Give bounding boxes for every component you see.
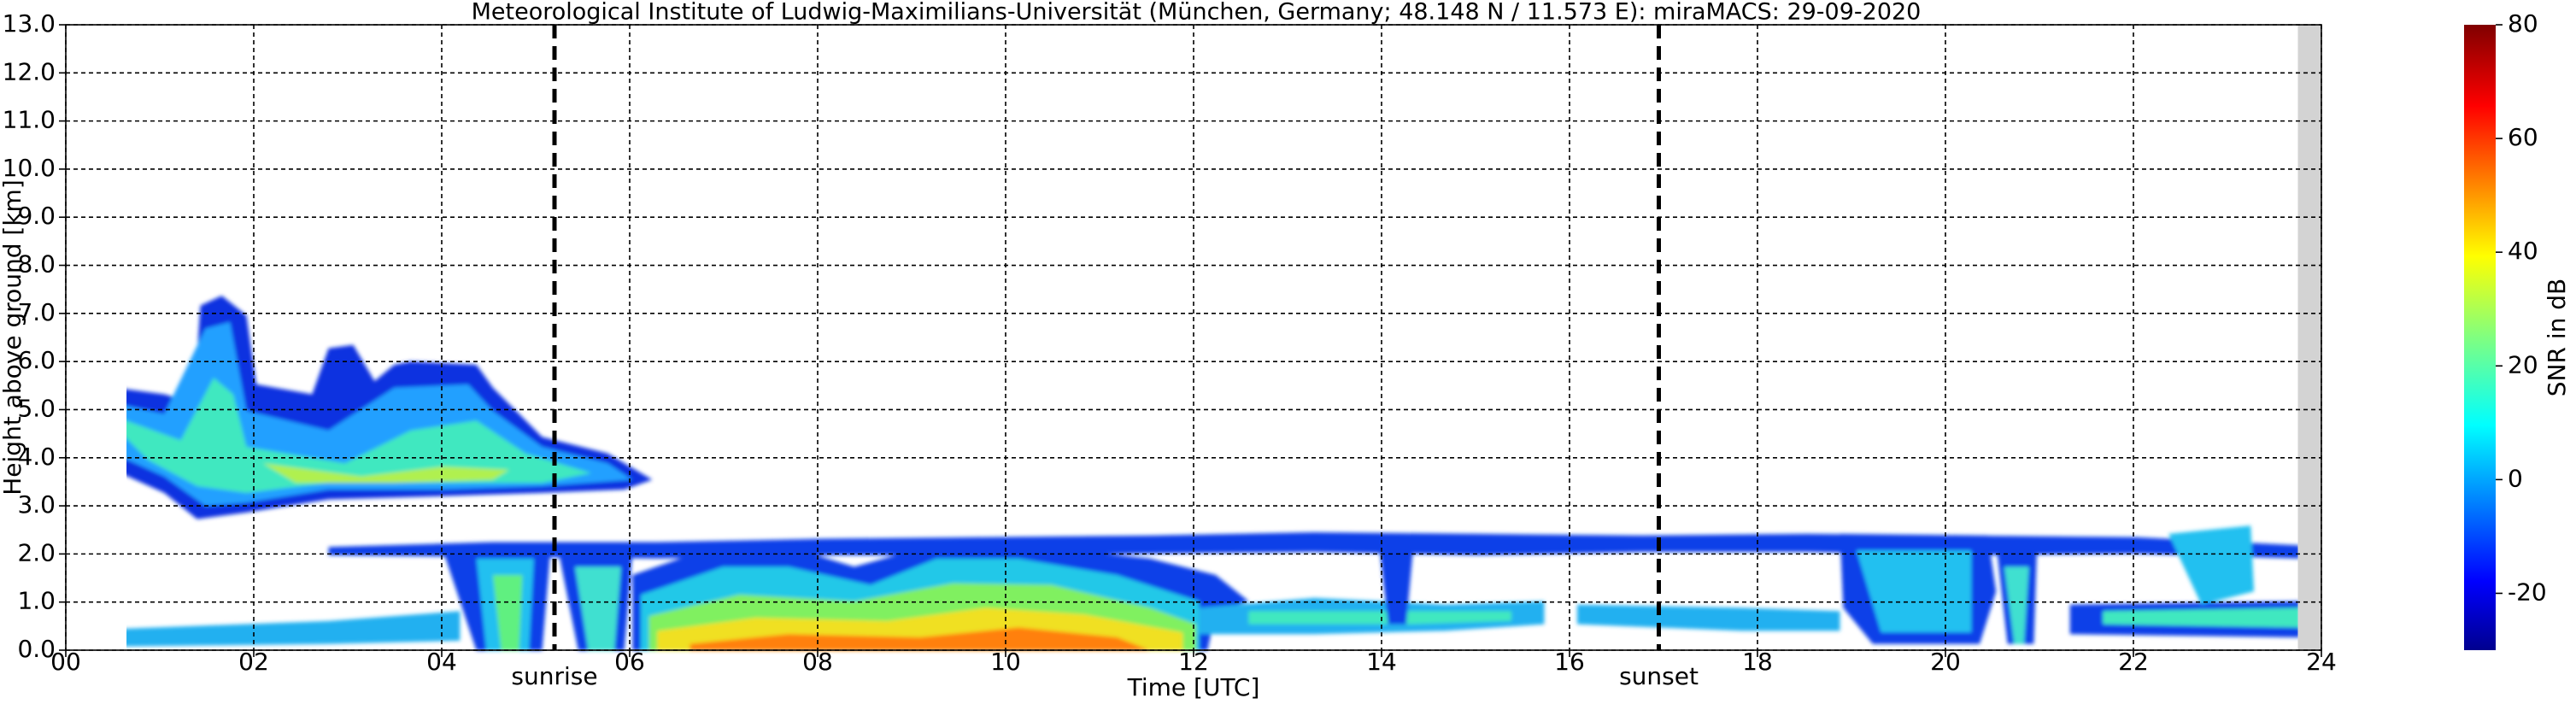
y-tick-label: 4.0: [17, 443, 56, 471]
x-tick-label: 10: [990, 648, 1021, 676]
y-tick-label: 11.0: [3, 106, 56, 134]
x-tick-label: 04: [426, 648, 457, 676]
colorbar-tick-label: -20: [2508, 578, 2547, 606]
colorbar-label: SNR in dB: [2543, 279, 2571, 396]
radar-echo: [126, 296, 2300, 651]
y-tick-label: 6.0: [17, 346, 56, 374]
y-tick-label: 13.0: [3, 9, 56, 38]
x-tick-label: 20: [1930, 648, 1961, 676]
x-tick-label: 18: [1742, 648, 1773, 676]
x-tick-label: 06: [614, 648, 645, 676]
y-tick-label: 5.0: [17, 394, 56, 422]
x-tick-label: 08: [802, 648, 833, 676]
x-tick-label: 14: [1366, 648, 1397, 676]
y-tick-label: 10.0: [3, 154, 56, 182]
y-axis-label: Height above ground [km]: [0, 179, 26, 496]
x-tick-label: 16: [1554, 648, 1585, 676]
chart-title: Meteorological Institute of Ludwig-Maxim…: [472, 0, 1922, 26]
x-tick-label: 00: [50, 648, 81, 676]
no-data-region: [2297, 25, 2321, 650]
x-axis-label: Time [UTC]: [1127, 673, 1260, 701]
colorbar-tick-label: 20: [2508, 350, 2538, 378]
event-label: sunrise: [511, 662, 597, 690]
y-tick-label: 12.0: [3, 57, 56, 85]
colorbar-tick-label: 60: [2508, 123, 2538, 151]
x-tick-label: 02: [238, 648, 269, 676]
colorbar-tick-label: 0: [2508, 464, 2523, 492]
y-tick-label: 3.0: [17, 490, 56, 519]
colorbar: [2464, 25, 2496, 650]
y-tick-label: 9.0: [17, 202, 56, 230]
plot-frame: [65, 24, 2322, 651]
event-label: sunset: [1619, 662, 1699, 690]
y-tick-label: 7.0: [17, 298, 56, 326]
x-tick-label: 24: [2306, 648, 2337, 676]
y-tick-label: 0.0: [17, 635, 56, 663]
y-tick-label: 1.0: [17, 587, 56, 615]
y-tick-label: 8.0: [17, 250, 56, 279]
colorbar-tick-label: 40: [2508, 237, 2538, 265]
colorbar-tick-label: 80: [2508, 9, 2538, 38]
y-tick-label: 2.0: [17, 538, 56, 566]
x-tick-label: 12: [1178, 648, 1209, 676]
x-tick-label: 22: [2118, 648, 2149, 676]
